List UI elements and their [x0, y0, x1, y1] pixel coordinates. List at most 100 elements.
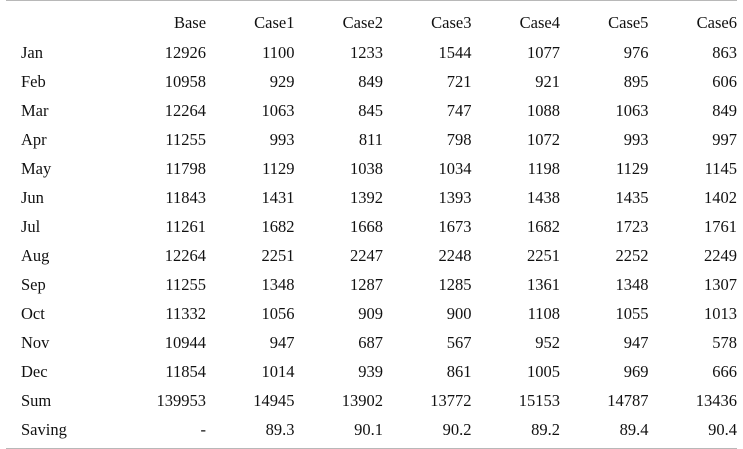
table-row: May 11798 1129 1038 1034 1198 1129 1145 — [21, 154, 737, 183]
row-label: Feb — [21, 71, 46, 91]
table-cell: 2252 — [615, 245, 649, 265]
column-header: Case4 — [519, 13, 560, 32]
table-cell: 909 — [358, 303, 383, 323]
table-cell: 1668 — [349, 216, 383, 236]
table-cell: 11255 — [165, 274, 207, 294]
column-header: Case1 — [254, 13, 295, 32]
table-cell: 1055 — [615, 303, 649, 323]
table-cell: 11332 — [165, 303, 207, 323]
row-label: Apr — [21, 129, 47, 149]
table-cell: 89.2 — [531, 419, 560, 439]
table-cell: 1402 — [704, 187, 737, 207]
column-header: Case2 — [342, 13, 383, 32]
table-cell: 1034 — [438, 158, 472, 178]
table-cell: 578 — [712, 332, 737, 352]
data-table: Base Case1 Case2 Case3 Case4 Case5 Case6… — [21, 8, 737, 444]
table-cell: 1129 — [262, 158, 295, 178]
table-cell: 10958 — [164, 71, 207, 91]
table-cell: 976 — [623, 42, 649, 62]
table-cell: 1005 — [526, 361, 560, 381]
table-cell: 947 — [623, 332, 649, 352]
table-cell: 1088 — [526, 100, 560, 120]
table-cell: 13772 — [430, 390, 472, 410]
table-cell: 929 — [269, 71, 295, 91]
table-cell: 89.3 — [265, 419, 295, 439]
table-cell: 90.4 — [708, 419, 737, 439]
table-cell: 139953 — [156, 390, 207, 410]
table-row: Sep 11255 1348 1287 1285 1361 1348 1307 — [21, 270, 737, 299]
row-label: Jul — [21, 216, 41, 236]
table-cell: 1108 — [527, 303, 560, 323]
table-cell: 1431 — [261, 187, 295, 207]
row-label: Oct — [21, 303, 45, 323]
table-row: Sum 139953 14945 13902 13772 15153 14787 13436 — [21, 386, 737, 415]
table-cell: 1100 — [262, 42, 295, 62]
table-cell: 969 — [623, 361, 649, 381]
table-cell: 11798 — [165, 158, 207, 178]
table-cell: 11261 — [165, 216, 207, 236]
row-label: Sum — [21, 390, 52, 410]
table-cell: 1307 — [704, 274, 737, 294]
table-cell: 1723 — [615, 216, 649, 236]
table-cell: 1063 — [261, 100, 295, 120]
row-label: Mar — [21, 100, 49, 120]
table-cell: 952 — [535, 332, 560, 352]
table-cell: 939 — [358, 361, 383, 381]
table-cell: 1761 — [704, 216, 737, 236]
row-label: Sep — [21, 274, 46, 294]
column-header: Case6 — [696, 13, 737, 32]
table-frame: Base Case1 Case2 Case3 Case4 Case5 Case6… — [6, 0, 737, 449]
table-cell: 15153 — [518, 390, 560, 410]
row-label: Nov — [21, 332, 50, 352]
table-cell: 1072 — [526, 129, 560, 149]
table-row: Aug 12264 2251 2247 2248 2251 2252 2249 — [21, 241, 737, 270]
table-cell: 1063 — [615, 100, 649, 120]
table-cell: 1129 — [616, 158, 649, 178]
table-cell: 1348 — [615, 274, 649, 294]
row-label: Jun — [21, 187, 44, 207]
table-cell: 687 — [358, 332, 383, 352]
table-cell: 1198 — [527, 158, 560, 178]
table-row: Jun 11843 1431 1392 1393 1438 1435 1402 — [21, 183, 737, 212]
table-cell: 1056 — [261, 303, 295, 323]
table-cell: 921 — [535, 71, 560, 91]
table-cell: 1077 — [526, 42, 560, 62]
table-cell: 2249 — [704, 245, 737, 265]
table-cell: 993 — [623, 129, 649, 149]
table-row: Oct 11332 1056 909 900 1108 1055 1013 — [21, 299, 737, 328]
corner-header-cell — [21, 8, 118, 38]
table-cell: 1438 — [526, 187, 560, 207]
table-row: Nov 10944 947 687 567 952 947 578 — [21, 328, 737, 357]
table-cell: 606 — [712, 71, 737, 91]
table-row: Saving - 89.3 90.1 90.2 89.2 89.4 90.4 — [21, 415, 737, 444]
table-cell: - — [200, 419, 207, 439]
table-row: Mar 12264 1063 845 747 1088 1063 849 — [21, 96, 737, 125]
row-label: May — [21, 158, 52, 178]
row-label: Jan — [21, 42, 43, 62]
table-cell: 721 — [446, 71, 472, 91]
table-row: Jan 12926 1100 1233 1544 1077 976 863 — [21, 38, 737, 67]
table-cell: 11843 — [165, 187, 207, 207]
table-cell: 11854 — [165, 361, 207, 381]
table-cell: 1392 — [349, 187, 383, 207]
table-cell: 798 — [446, 129, 472, 149]
table-cell: 993 — [269, 129, 295, 149]
table-cell: 1233 — [349, 42, 383, 62]
column-header: Base — [173, 13, 207, 32]
table-cell: 2247 — [349, 245, 383, 265]
table-cell: 2251 — [261, 245, 295, 265]
table-cell: 895 — [623, 71, 649, 91]
table-cell: 89.4 — [619, 419, 649, 439]
table-cell: 1435 — [615, 187, 649, 207]
table-cell: 1682 — [261, 216, 295, 236]
table-cell: 12926 — [164, 42, 207, 62]
table-cell: 1673 — [438, 216, 472, 236]
table-cell: 947 — [269, 332, 295, 352]
table-cell: 900 — [446, 303, 472, 323]
table-cell: 567 — [446, 332, 472, 352]
table-body: Jan 12926 1100 1233 1544 1077 976 863 Feb 10958 92… — [21, 38, 737, 444]
table-cell: 1393 — [438, 187, 472, 207]
row-label: Aug — [21, 245, 50, 265]
table-cell: 863 — [712, 42, 737, 62]
table-cell: 1285 — [438, 274, 472, 294]
